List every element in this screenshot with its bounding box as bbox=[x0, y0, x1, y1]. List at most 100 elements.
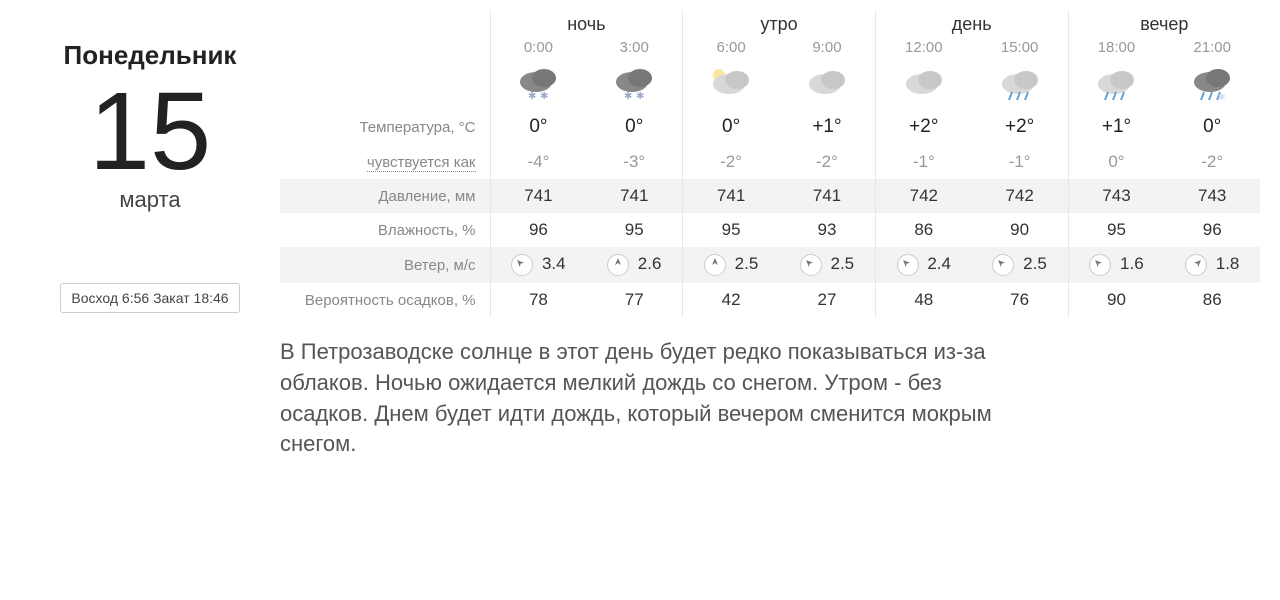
daypart-day: день bbox=[875, 10, 1068, 37]
forecast-summary: В Петрозаводске солнце в этот день будет… bbox=[280, 337, 1000, 460]
time-cell: 12:00 bbox=[875, 37, 971, 62]
weather-icon-cell bbox=[972, 62, 1068, 109]
pressure-cell: 742 bbox=[875, 179, 971, 213]
icon-row: ✱✱✱✱✱ bbox=[280, 62, 1260, 109]
humidity-row: Влажность, % 9695959386909596 bbox=[280, 213, 1260, 247]
sunrise-time: 6:56 bbox=[122, 290, 149, 306]
temperature-label: Температура, °C bbox=[280, 109, 490, 145]
feels-like-label[interactable]: чувствуется как bbox=[280, 145, 490, 179]
humidity-cell: 86 bbox=[875, 213, 971, 247]
hourly-table: ночь утро день вечер 0:003:006:009:0012:… bbox=[280, 10, 1260, 317]
sunrise-label: Восход bbox=[71, 290, 118, 306]
humidity-cell: 96 bbox=[1164, 213, 1260, 247]
precip-cell: 42 bbox=[683, 283, 779, 317]
wind-direction-icon bbox=[1185, 254, 1207, 276]
temp-cell: +2° bbox=[875, 109, 971, 145]
humidity-cell: 93 bbox=[779, 213, 875, 247]
pressure-row: Давление, мм 741741741741742742743743 bbox=[280, 179, 1260, 213]
temperature-row: Температура, °C 0°0°0°+1°+2°+2°+1°0° bbox=[280, 109, 1260, 145]
humidity-cell: 90 bbox=[972, 213, 1068, 247]
time-cell: 21:00 bbox=[1164, 37, 1260, 62]
temp-cell: 0° bbox=[683, 109, 779, 145]
humidity-cell: 95 bbox=[683, 213, 779, 247]
time-cell: 6:00 bbox=[683, 37, 779, 62]
temp-cell: 0° bbox=[586, 109, 682, 145]
svg-text:✱: ✱ bbox=[540, 91, 548, 102]
precipitation-row: Вероятность осадков, % 7877422748769086 bbox=[280, 283, 1260, 317]
svg-text:✱: ✱ bbox=[624, 91, 632, 102]
feels-cell: -2° bbox=[683, 145, 779, 179]
precip-cell: 90 bbox=[1068, 283, 1164, 317]
wind-direction-icon bbox=[511, 254, 533, 276]
wind-cell: 2.6 bbox=[586, 247, 682, 283]
feels-cell: -2° bbox=[779, 145, 875, 179]
temp-cell: 0° bbox=[1164, 109, 1260, 145]
pressure-cell: 743 bbox=[1068, 179, 1164, 213]
svg-text:✱: ✱ bbox=[636, 91, 644, 102]
pressure-cell: 741 bbox=[683, 179, 779, 213]
weather-icon-cell bbox=[779, 62, 875, 109]
feels-cell: -1° bbox=[972, 145, 1068, 179]
feels-cell: -1° bbox=[875, 145, 971, 179]
month: марта bbox=[20, 187, 280, 213]
precip-cell: 77 bbox=[586, 283, 682, 317]
feels-like-row: чувствуется как -4°-3°-2°-2°-1°-1°0°-2° bbox=[280, 145, 1260, 179]
feels-cell: 0° bbox=[1068, 145, 1164, 179]
humidity-cell: 96 bbox=[490, 213, 586, 247]
precipitation-label: Вероятность осадков, % bbox=[280, 283, 490, 317]
wind-cell: 2.4 bbox=[875, 247, 971, 283]
sunset-time: 18:46 bbox=[194, 290, 229, 306]
daypart-night: ночь bbox=[490, 10, 683, 37]
daypart-header-row: ночь утро день вечер bbox=[280, 10, 1260, 37]
wind-direction-icon bbox=[897, 254, 919, 276]
pressure-cell: 742 bbox=[972, 179, 1068, 213]
wind-cell: 1.6 bbox=[1068, 247, 1164, 283]
sun-times-box: Восход 6:56 Закат 18:46 bbox=[60, 283, 239, 313]
wind-direction-icon bbox=[992, 254, 1014, 276]
wind-cell: 2.5 bbox=[972, 247, 1068, 283]
weather-day-container: Понедельник 15 марта Восход 6:56 Закат 1… bbox=[20, 10, 1260, 317]
pressure-cell: 743 bbox=[1164, 179, 1260, 213]
svg-text:✱: ✱ bbox=[1218, 92, 1226, 102]
weather-icon-cell bbox=[1068, 62, 1164, 109]
svg-text:✱: ✱ bbox=[528, 91, 536, 102]
humidity-cell: 95 bbox=[1068, 213, 1164, 247]
wind-direction-icon bbox=[800, 254, 822, 276]
temp-cell: +1° bbox=[779, 109, 875, 145]
temp-cell: +2° bbox=[972, 109, 1068, 145]
pressure-cell: 741 bbox=[779, 179, 875, 213]
time-row: 0:003:006:009:0012:0015:0018:0021:00 bbox=[280, 37, 1260, 62]
time-cell: 18:00 bbox=[1068, 37, 1164, 62]
weather-icon-cell bbox=[875, 62, 971, 109]
wind-row: Ветер, м/с 3.4 2.6 2.5 2.5 2.4 2.5 1.6 1… bbox=[280, 247, 1260, 283]
pressure-cell: 741 bbox=[490, 179, 586, 213]
feels-cell: -3° bbox=[586, 145, 682, 179]
precip-cell: 86 bbox=[1164, 283, 1260, 317]
empty-corner bbox=[280, 10, 490, 37]
feels-cell: -4° bbox=[490, 145, 586, 179]
weather-icon-cell bbox=[683, 62, 779, 109]
feels-cell: -2° bbox=[1164, 145, 1260, 179]
wind-direction-icon bbox=[1089, 254, 1111, 276]
temp-cell: +1° bbox=[1068, 109, 1164, 145]
daypart-evening: вечер bbox=[1068, 10, 1260, 37]
date-panel: Понедельник 15 марта Восход 6:56 Закат 1… bbox=[20, 10, 280, 317]
daypart-morning: утро bbox=[683, 10, 876, 37]
wind-cell: 2.5 bbox=[683, 247, 779, 283]
wind-cell: 1.8 bbox=[1164, 247, 1260, 283]
time-cell: 9:00 bbox=[779, 37, 875, 62]
precip-cell: 48 bbox=[875, 283, 971, 317]
pressure-label: Давление, мм bbox=[280, 179, 490, 213]
sunset-label: Закат bbox=[153, 290, 190, 306]
weather-icon-cell: ✱✱ bbox=[490, 62, 586, 109]
wind-direction-icon bbox=[607, 254, 629, 276]
precip-cell: 27 bbox=[779, 283, 875, 317]
wind-label: Ветер, м/с bbox=[280, 247, 490, 283]
time-cell: 0:00 bbox=[490, 37, 586, 62]
precip-cell: 78 bbox=[490, 283, 586, 317]
time-cell: 3:00 bbox=[586, 37, 682, 62]
wind-cell: 2.5 bbox=[779, 247, 875, 283]
time-cell: 15:00 bbox=[972, 37, 1068, 62]
day-number: 15 bbox=[20, 71, 280, 192]
wind-direction-icon bbox=[704, 254, 726, 276]
